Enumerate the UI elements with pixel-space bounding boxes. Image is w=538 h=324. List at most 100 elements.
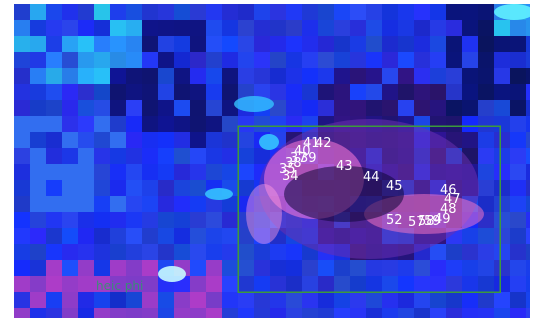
image-pixel <box>94 196 110 212</box>
image-pixel <box>238 228 254 244</box>
image-pixel <box>238 148 254 164</box>
image-pixel <box>94 116 110 132</box>
image-pixel <box>254 244 270 260</box>
image-pixel <box>526 164 530 180</box>
image-pixel <box>478 100 494 116</box>
image-pixel <box>126 260 142 276</box>
region-label: 37 <box>290 151 307 166</box>
image-pixel <box>478 36 494 52</box>
region-label: 43 <box>336 159 353 174</box>
image-pixel <box>510 244 526 260</box>
image-pixel <box>254 36 270 52</box>
dark-core <box>284 166 404 222</box>
image-pixel <box>174 148 190 164</box>
image-pixel <box>334 36 350 52</box>
image-pixel <box>190 84 206 100</box>
image-pixel <box>46 100 62 116</box>
corner-cyan <box>494 4 530 20</box>
image-pixel <box>302 292 318 308</box>
image-pixel <box>126 308 142 318</box>
image-pixel <box>270 228 286 244</box>
image-pixel <box>62 196 78 212</box>
pink-spot <box>246 184 282 244</box>
image-pixel <box>446 292 462 308</box>
image-pixel <box>510 148 526 164</box>
image-pixel <box>206 292 222 308</box>
image-pixel <box>110 20 126 36</box>
region-label: 44 <box>363 170 380 185</box>
image-pixel <box>62 228 78 244</box>
image-pixel <box>46 36 62 52</box>
image-pixel <box>126 116 142 132</box>
image-pixel <box>382 84 398 100</box>
image-pixel <box>126 132 142 148</box>
image-pixel <box>14 68 30 84</box>
image-pixel <box>430 292 446 308</box>
image-pixel <box>366 68 382 84</box>
image-pixel <box>206 228 222 244</box>
image-pixel <box>526 36 530 52</box>
image-pixel <box>462 68 478 84</box>
image-pixel <box>350 52 366 68</box>
image-pixel <box>414 308 430 318</box>
image-pixel <box>462 100 478 116</box>
image-pixel <box>206 84 222 100</box>
image-pixel <box>110 276 126 292</box>
image-pixel <box>526 68 530 84</box>
image-pixel <box>302 4 318 20</box>
image-pixel <box>510 100 526 116</box>
image-pixel <box>62 212 78 228</box>
image-pixel <box>238 20 254 36</box>
image-pixel <box>46 292 62 308</box>
image-pixel <box>46 180 62 196</box>
image-pixel <box>190 36 206 52</box>
image-pixel <box>94 212 110 228</box>
image-pixel <box>334 84 350 100</box>
image-pixel <box>126 20 142 36</box>
image-pixel <box>206 276 222 292</box>
image-pixel <box>254 276 270 292</box>
image-pixel <box>46 308 62 318</box>
image-pixel <box>510 196 526 212</box>
image-pixel <box>142 4 158 20</box>
image-pixel <box>190 20 206 36</box>
image-pixel <box>254 84 270 100</box>
image-pixel <box>46 244 62 260</box>
image-pixel <box>382 20 398 36</box>
image-pixel <box>158 36 174 52</box>
image-pixel <box>190 116 206 132</box>
image-pixel <box>78 148 94 164</box>
image-pixel <box>446 276 462 292</box>
image-pixel <box>494 260 510 276</box>
image-pixel <box>190 52 206 68</box>
image-pixel <box>78 52 94 68</box>
image-pixel <box>302 276 318 292</box>
image-pixel <box>286 84 302 100</box>
image-pixel <box>30 116 46 132</box>
image-pixel <box>142 260 158 276</box>
image-pixel <box>126 212 142 228</box>
image-pixel <box>318 84 334 100</box>
image-pixel <box>30 84 46 100</box>
region-label: 57 <box>408 215 425 230</box>
image-stage: 41 42 40 37 38 39 35 34 43 44 45 46 47 48 52 57 59 58 49 h… <box>14 4 530 318</box>
image-pixel <box>302 116 318 132</box>
image-pixel <box>110 244 126 260</box>
image-pixel <box>46 148 62 164</box>
image-pixel <box>510 84 526 100</box>
image-pixel <box>446 52 462 68</box>
image-pixel <box>78 4 94 20</box>
image-pixel <box>174 228 190 244</box>
image-pixel <box>270 116 286 132</box>
image-pixel <box>126 180 142 196</box>
image-pixel <box>430 52 446 68</box>
image-pixel <box>94 164 110 180</box>
image-pixel <box>446 244 462 260</box>
image-pixel <box>462 36 478 52</box>
image-pixel <box>174 100 190 116</box>
image-pixel <box>526 20 530 36</box>
image-pixel <box>510 212 526 228</box>
image-pixel <box>190 68 206 84</box>
image-pixel <box>14 180 30 196</box>
image-pixel <box>270 292 286 308</box>
